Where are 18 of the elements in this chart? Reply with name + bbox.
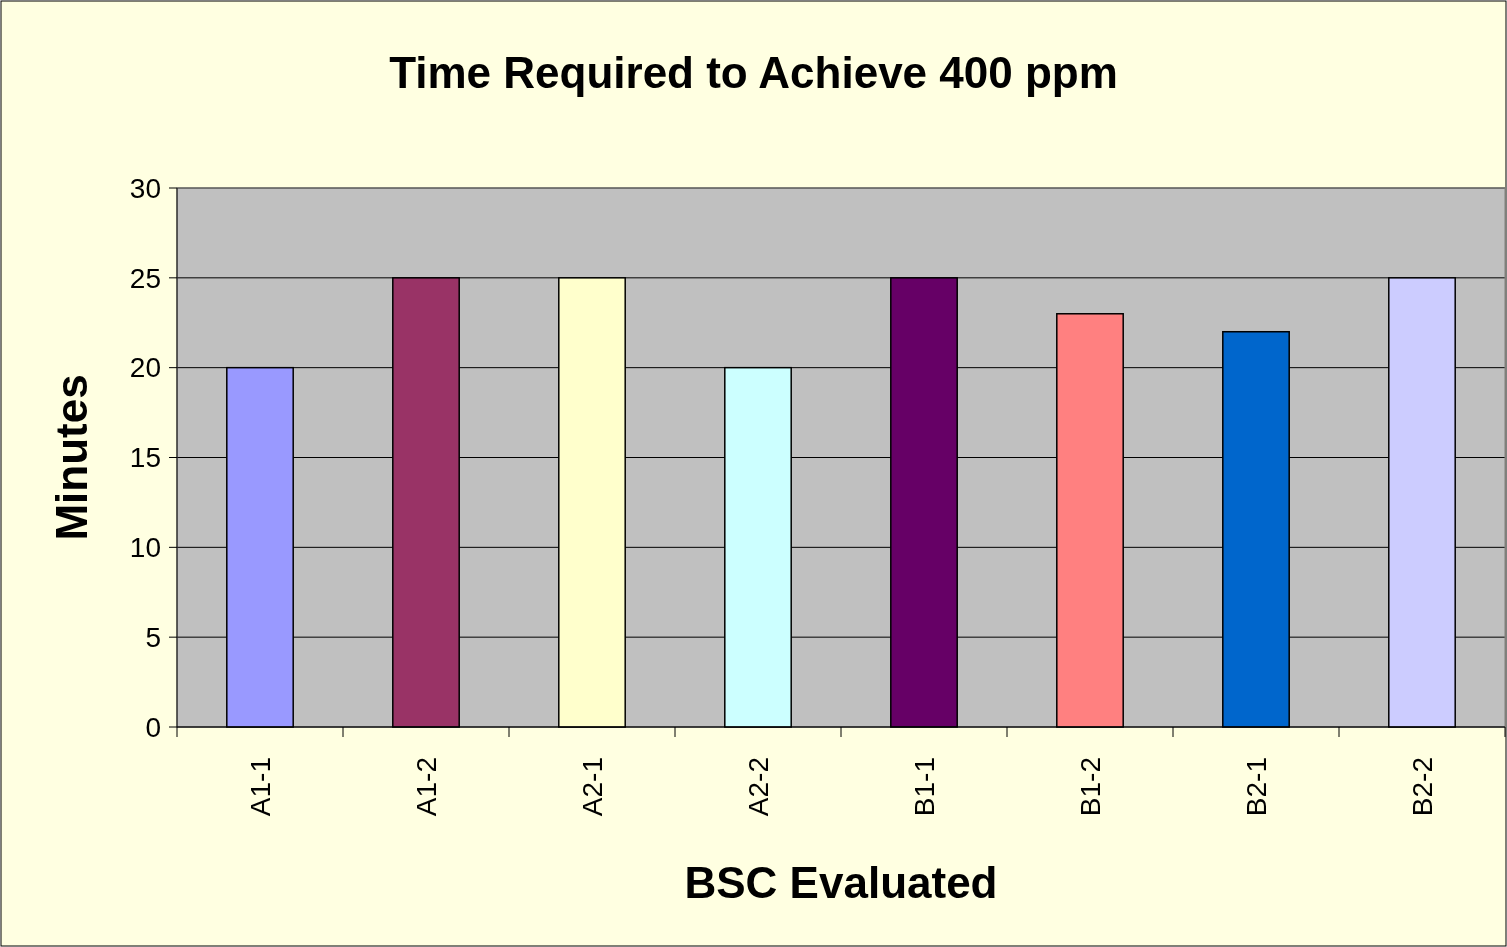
chart-title: Time Required to Achieve 400 ppm: [389, 48, 1118, 97]
x-tick-label: B2-1: [1240, 757, 1272, 817]
x-tick-label: A1-1: [244, 757, 276, 817]
x-tick-label: A2-1: [576, 757, 608, 817]
x-tick-label: B1-2: [1074, 757, 1106, 817]
x-tick-label: A1-2: [410, 757, 442, 817]
y-tick-label: 5: [145, 621, 161, 653]
y-tick-label: 10: [129, 532, 161, 564]
y-axis-title: Minutes: [47, 374, 96, 541]
y-tick-label: 20: [129, 352, 161, 384]
y-tick-label: 0: [145, 711, 161, 743]
y-tick-label: 15: [129, 442, 161, 474]
y-tick-label: 30: [129, 172, 161, 204]
x-tick-label: B2-2: [1406, 757, 1438, 817]
x-tick-label: B1-1: [908, 757, 940, 817]
y-tick-label: 25: [129, 262, 161, 294]
x-tick-label: A2-2: [742, 757, 774, 817]
x-axis-title: BSC Evaluated: [684, 858, 998, 907]
